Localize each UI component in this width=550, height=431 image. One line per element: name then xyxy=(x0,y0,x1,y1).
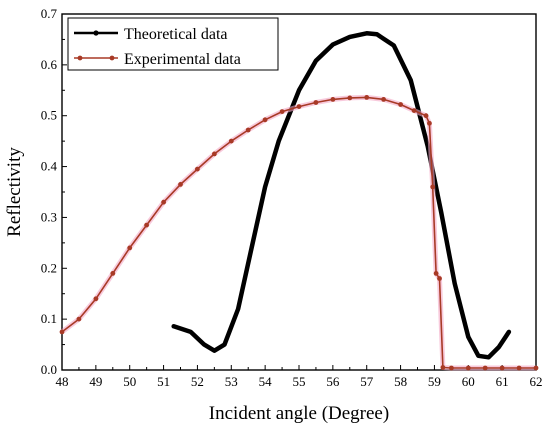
series-experimental-point xyxy=(499,365,505,371)
series-experimental-point xyxy=(59,329,65,335)
series-experimental-point xyxy=(144,222,150,228)
x-axis: 48 49 50 51 52 53 54 55 56 57 58 59 60 61 62 xyxy=(56,365,543,389)
series-experimental-point xyxy=(411,108,417,113)
series-experimental-point xyxy=(76,316,82,322)
series-experimental-point xyxy=(465,365,471,371)
x-tick-label: 59 xyxy=(428,374,441,389)
y-tick-label: 0.5 xyxy=(41,108,57,123)
series-experimental-point xyxy=(330,97,336,102)
x-tick-label: 51 xyxy=(157,374,170,389)
x-tick-label: 60 xyxy=(462,374,475,389)
series-experimental-point xyxy=(364,95,370,100)
series-experimental-point xyxy=(161,199,167,205)
y-tick-label: 0.2 xyxy=(41,260,57,275)
series-experimental-point xyxy=(423,113,429,119)
x-tick-label: 48 xyxy=(56,374,69,389)
legend: Theoretical data Experimental data xyxy=(67,17,279,71)
y-tick-label: 0.6 xyxy=(41,57,58,72)
series-experimental-point xyxy=(533,365,539,371)
y-tick-label: 0.4 xyxy=(41,159,58,174)
series-experimental-point xyxy=(381,97,386,102)
x-tick-label: 54 xyxy=(259,374,273,389)
series-experimental-point xyxy=(433,271,439,276)
series-experimental-point xyxy=(262,117,268,123)
series-experimental-point xyxy=(430,184,436,190)
x-tick-label: 53 xyxy=(225,374,238,389)
y-tick-label: 0.1 xyxy=(41,311,57,326)
series-experimental-point xyxy=(516,365,522,371)
x-tick-label: 62 xyxy=(530,374,543,389)
y-axis: 0.0 0.1 0.2 0.3 0.4 0.5 0.6 0.7 xyxy=(41,6,67,377)
series-experimental-point xyxy=(228,138,234,144)
legend-theoretical-label: Theoretical data xyxy=(124,26,228,43)
series-experimental-line xyxy=(61,96,536,369)
series-experimental-point xyxy=(398,102,403,107)
legend-experimental-label: Experimental data xyxy=(124,51,241,68)
series-theoretical-line xyxy=(171,31,512,360)
x-tick-label: 55 xyxy=(293,374,306,389)
series-experimental-point xyxy=(296,104,302,109)
x-tick-label: 52 xyxy=(191,374,204,389)
legend-entry-experimental: Experimental data xyxy=(74,51,241,68)
series-experimental-point xyxy=(245,127,251,133)
series-experimental-point xyxy=(127,245,133,251)
x-axis-label: Incident angle (Degree) xyxy=(209,403,389,424)
legend-box xyxy=(67,17,279,71)
legend-entry-theoretical: Theoretical data xyxy=(74,26,228,43)
x-tick-label: 57 xyxy=(360,374,374,389)
legend-experimental-marker-left xyxy=(77,55,83,61)
legend-theoretical-marker xyxy=(93,30,99,36)
series-experimental-point xyxy=(440,365,446,370)
series-layer xyxy=(59,31,539,371)
series-experimental-point xyxy=(427,120,432,126)
series-experimental-point xyxy=(313,100,319,105)
x-tick-label: 58 xyxy=(394,374,407,389)
x-tick-label: 50 xyxy=(123,374,136,389)
series-experimental-point xyxy=(178,182,183,187)
legend-experimental-marker-right xyxy=(109,55,115,61)
series-experimental-point xyxy=(437,276,442,281)
series-experimental-point xyxy=(279,109,285,114)
x-tick-label: 61 xyxy=(496,374,509,389)
y-tick-label: 0.7 xyxy=(41,6,58,21)
series-experimental-point xyxy=(482,365,488,371)
x-tick-label: 56 xyxy=(326,374,340,389)
y-axis-label: Reflectivity xyxy=(4,147,25,237)
y-tick-label: 0.3 xyxy=(41,209,57,224)
series-experimental-point xyxy=(195,166,200,172)
y-tick-label: 0.0 xyxy=(41,362,57,377)
x-tick-label: 49 xyxy=(89,374,102,389)
series-experimental-point xyxy=(347,95,353,101)
series-experimental-point xyxy=(449,365,454,371)
series-experimental-point xyxy=(212,151,217,157)
series-experimental-point xyxy=(93,296,99,302)
series-experimental-point xyxy=(110,271,116,276)
